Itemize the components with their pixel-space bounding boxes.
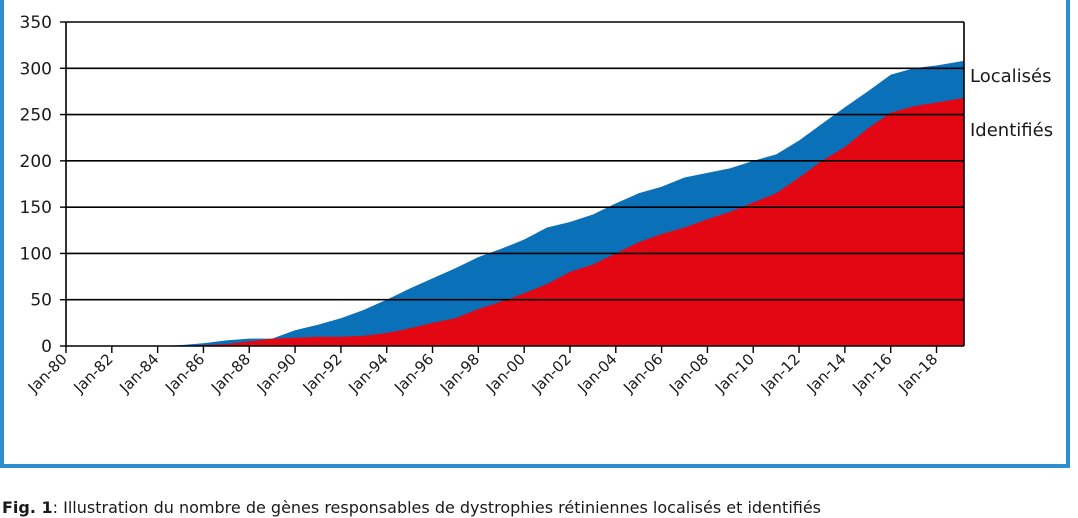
x-tick-label: Jan-86: [161, 350, 208, 397]
figure-caption: Fig. 1: Illustration du nombre de gènes …: [2, 498, 1076, 518]
x-tick-label: Jan-94: [344, 350, 391, 397]
y-tick-label: 300: [20, 59, 52, 79]
x-tick-label: Jan-06: [619, 350, 666, 397]
x-tick-label: Jan-90: [253, 350, 300, 397]
y-tick-label: 250: [20, 106, 52, 126]
x-tick-label: Jan-10: [711, 350, 758, 397]
y-tick-label: 200: [20, 152, 52, 172]
caption-label: Fig. 1: [2, 498, 53, 517]
y-tick-label: 150: [20, 198, 52, 218]
x-tick-label: Jan-96: [390, 350, 437, 397]
x-tick-label: Jan-04: [574, 350, 621, 397]
x-tick-label: Jan-80: [24, 350, 71, 397]
y-tick-label: 100: [20, 244, 52, 264]
x-tick-label: Jan-82: [70, 350, 117, 397]
x-tick-label: Jan-14: [803, 350, 850, 397]
area-chart: 0 50 100 150 200 250 300 350 Jan-80 Jan-82 Jan-84…: [20, 13, 1054, 397]
legend-label-2: Identifiés: [970, 120, 1053, 141]
x-tick-label: Jan-18: [894, 350, 941, 397]
x-tick-label: Jan-92: [299, 350, 346, 397]
y-axis: 0 50 100 150 200 250 300 350: [20, 13, 66, 357]
x-tick-label: Jan-88: [207, 350, 254, 397]
x-tick-label: Jan-02: [528, 350, 575, 397]
legend-label-1: Localisés: [970, 66, 1051, 87]
x-tick-label: Jan-16: [848, 350, 895, 397]
x-axis: Jan-80 Jan-82 Jan-84 Jan-86 Jan-88 Jan-90 Jan-…: [24, 346, 941, 397]
x-tick-label: Jan-98: [436, 350, 483, 397]
x-tick-label: Jan-84: [115, 350, 162, 397]
chart-gridlines: [65, 21, 965, 347]
x-tick-label: Jan-00: [482, 350, 529, 397]
x-tick-label: Jan-12: [757, 350, 804, 397]
figure-frame: [0, 0, 1070, 468]
y-tick-label: 50: [30, 291, 52, 311]
series-area-2: [66, 97, 964, 347]
chart-legend: Localisés Identifiés: [970, 66, 1053, 141]
caption-text: : Illustration du nombre de gènes respon…: [52, 498, 822, 517]
y-tick-label: 350: [20, 13, 52, 33]
x-tick-label: Jan-08: [665, 350, 712, 397]
chart-areas: [66, 60, 964, 347]
y-tick-label: 0: [41, 337, 52, 357]
